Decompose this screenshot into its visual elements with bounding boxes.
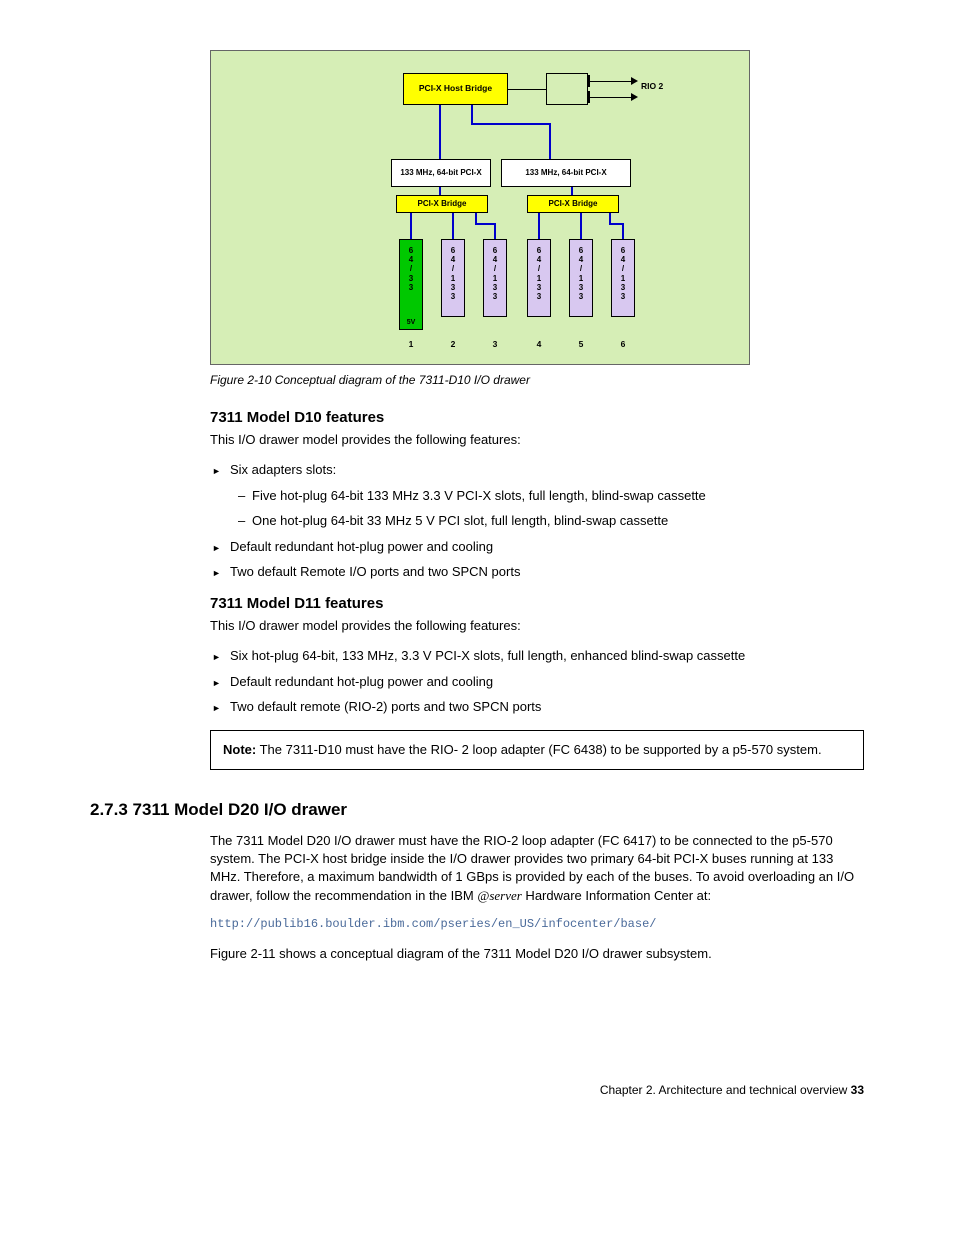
arrow-head-icon: [631, 93, 638, 101]
slot-number: 1: [399, 339, 423, 349]
list-d11: Six hot-plug 64-bit, 133 MHz, 3.3 V PCI-…: [210, 647, 864, 716]
connector-line: [475, 223, 495, 225]
content-body: The 7311 Model D20 I/O drawer must have …: [210, 832, 864, 963]
slot-5: 64/133: [569, 239, 593, 317]
footer-page-number: 33: [851, 1083, 864, 1097]
connector-line: [508, 89, 546, 90]
diagram: PCI-X Host Bridge RIO 2 133 MHz, 64-bit …: [210, 50, 750, 365]
connector-line: [471, 105, 473, 123]
connector-line: [609, 223, 623, 225]
paragraph: Figure 2-11 shows a conceptual diagram o…: [210, 945, 864, 963]
url-link[interactable]: http://publib16.boulder.ibm.com/pseries/…: [210, 917, 864, 931]
slot-2: 64/133: [441, 239, 465, 317]
note-label: Note:: [223, 742, 256, 757]
arrow-head-icon: [631, 77, 638, 85]
intro-d11: This I/O drawer model provides the follo…: [210, 617, 864, 635]
page: PCI-X Host Bridge RIO 2 133 MHz, 64-bit …: [0, 0, 954, 1147]
slot-number: 6: [611, 339, 635, 349]
bus-label-right: 133 MHz, 64-bit PCI-X: [501, 159, 631, 187]
list-item: Six adapters slots: Five hot-plug 64-bit…: [230, 461, 864, 530]
slot-1: 64/33: [399, 239, 423, 317]
arrow-line: [590, 97, 632, 98]
slot-number: 5: [569, 339, 593, 349]
footer-chapter: Chapter 2. Architecture and technical ov…: [600, 1083, 851, 1097]
connector-line: [580, 213, 582, 239]
connector-line: [609, 213, 611, 223]
pcix-bridge-left: PCI-X Bridge: [396, 195, 488, 213]
list-item: Two default remote (RIO-2) ports and two…: [230, 698, 864, 716]
slot-4: 64/133: [527, 239, 551, 317]
connector-line: [571, 187, 573, 195]
list-item: Two default Remote I/O ports and two SPC…: [230, 563, 864, 581]
paragraph: The 7311 Model D20 I/O drawer must have …: [210, 832, 864, 905]
list-item: Six hot-plug 64-bit, 133 MHz, 3.3 V PCI-…: [230, 647, 864, 665]
pcix-host-bridge: PCI-X Host Bridge: [403, 73, 508, 105]
list-item: One hot-plug 64-bit 33 MHz 5 V PCI slot,…: [252, 512, 864, 530]
slot-number: 4: [527, 339, 551, 349]
slot-number: 2: [441, 339, 465, 349]
heading-d11: 7311 Model D11 features: [210, 595, 864, 612]
connector-line: [622, 223, 624, 239]
pcix-bridge-right: PCI-X Bridge: [527, 195, 619, 213]
note-box: Note: The 7311-D10 must have the RIO- 2 …: [210, 730, 864, 770]
figure-caption: Figure 2-10 Conceptual diagram of the 73…: [210, 373, 864, 387]
slot-3: 64/133: [483, 239, 507, 317]
list-d10: Six adapters slots: Five hot-plug 64-bit…: [210, 461, 864, 581]
connector-line: [410, 213, 412, 239]
connector-line: [452, 213, 454, 239]
connector-line: [549, 123, 551, 159]
rio-label: RIO 2: [641, 81, 663, 91]
note-text: The 7311-D10 must have the RIO- 2 loop a…: [256, 742, 821, 757]
list-item: Default redundant hot-plug power and coo…: [230, 538, 864, 556]
intro-d10: This I/O drawer model provides the follo…: [210, 431, 864, 449]
slot-number: 3: [483, 339, 507, 349]
slot-5v-label: 5V: [399, 316, 423, 330]
eserver-logo: @server: [477, 888, 521, 903]
heading-d10: 7311 Model D10 features: [210, 409, 864, 426]
connector-line: [494, 223, 496, 239]
connector-line: [439, 187, 441, 195]
content-body: 7311 Model D10 features This I/O drawer …: [210, 409, 864, 770]
slot-6: 64/133: [611, 239, 635, 317]
connector-line: [475, 213, 477, 223]
connector-line: [471, 123, 551, 125]
connector-line: [538, 213, 540, 239]
diagram-wrap: PCI-X Host Bridge RIO 2 133 MHz, 64-bit …: [210, 50, 864, 365]
heading-273: 2.7.3 7311 Model D20 I/O drawer: [90, 800, 864, 820]
list-item: Default redundant hot-plug power and coo…: [230, 673, 864, 691]
rio-connector-box: [546, 73, 588, 105]
bus-label-left: 133 MHz, 64-bit PCI-X: [391, 159, 491, 187]
page-footer: Chapter 2. Architecture and technical ov…: [90, 1083, 864, 1097]
list-item: Five hot-plug 64-bit 133 MHz 3.3 V PCI-X…: [252, 487, 864, 505]
arrow-line: [590, 81, 632, 82]
connector-line: [439, 105, 441, 159]
